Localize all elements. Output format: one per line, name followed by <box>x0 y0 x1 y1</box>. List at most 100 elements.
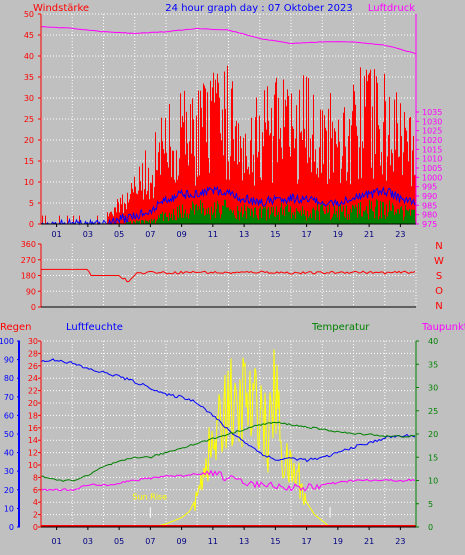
panel-wind-pressure: 0510152025303540455097598098599099510001… <box>24 3 443 239</box>
rain-tick-label: 22 <box>28 387 38 396</box>
rain-tick-label: 18 <box>28 411 38 420</box>
left-tick-label: 20 <box>24 136 34 145</box>
left-tick-label: 0 <box>31 303 36 312</box>
right-tick-label: 990 <box>422 192 437 201</box>
left-tick-label: 270 <box>21 256 36 265</box>
direction-label: W <box>434 256 444 267</box>
panel-rain-humidity-temperature: 0102030405060708090100024681012141618202… <box>0 322 465 546</box>
rain-tick-label: 0 <box>33 523 38 532</box>
right-tick-label: 1030 <box>422 117 442 126</box>
temperature-tick-label: 35 <box>428 360 438 369</box>
rain-tick-label: 24 <box>28 374 38 383</box>
rain-tick-label: 20 <box>28 399 38 408</box>
x-tick-label: 23 <box>395 537 405 546</box>
humidity-series <box>40 358 416 463</box>
left-tick-label: 180 <box>21 272 36 281</box>
humidity-tick-label: 90 <box>4 356 14 365</box>
humidity-tick-label: 50 <box>4 430 14 439</box>
direction-label: N <box>435 301 442 312</box>
chart-title: 24 hour graph day : 07 Oktober 2023 <box>165 3 352 14</box>
right-tick-label: 985 <box>422 201 437 210</box>
left-tick-label: 25 <box>24 115 34 124</box>
right-axis-label: Luftdruck <box>368 3 415 14</box>
temperature-tick-label: 25 <box>428 407 438 416</box>
humidity-tick-label: 80 <box>4 374 14 383</box>
direction-series <box>41 268 416 283</box>
axes: 0102030405060708090100024681012141618202… <box>0 337 438 546</box>
x-tick-label: 17 <box>302 230 312 239</box>
x-tick-label: 15 <box>270 230 280 239</box>
humidity-tick-label: 10 <box>4 504 14 513</box>
rain-tick-label: 2 <box>33 511 38 520</box>
pressure-series <box>40 26 417 55</box>
left-tick-label: 45 <box>24 31 34 40</box>
left-tick-label: 360 <box>21 240 36 249</box>
x-tick-label: 11 <box>208 230 218 239</box>
direction-label: O <box>435 286 443 297</box>
axes: 0510152025303540455097598098599099510001… <box>24 10 443 239</box>
x-tick-label: 01 <box>52 230 62 239</box>
rain-label: Regen <box>0 322 32 333</box>
series-layer <box>40 349 416 528</box>
humidity-tick-label: 30 <box>4 467 14 476</box>
right-tick-label: 995 <box>422 183 437 192</box>
rain-tick-label: 4 <box>33 498 38 507</box>
x-tick-label: 13 <box>239 230 249 239</box>
sunrise-label: Sun Rise <box>132 493 167 502</box>
x-tick-label: 21 <box>364 537 374 546</box>
x-tick-label: 17 <box>302 537 312 546</box>
left-tick-label: 30 <box>24 94 34 103</box>
rain-tick-label: 10 <box>28 461 38 470</box>
humidity-tick-label: 40 <box>4 449 14 458</box>
rain-tick-label: 14 <box>28 436 38 445</box>
temperature-tick-label: 30 <box>428 384 438 393</box>
left-tick-label: 35 <box>24 73 34 82</box>
humidity-tick-label: 100 <box>0 337 14 346</box>
left-tick-label: 5 <box>29 199 34 208</box>
humidity-tick-label: 70 <box>4 393 14 402</box>
series-layer <box>40 26 417 226</box>
humidity-tick-label: 0 <box>9 523 14 532</box>
right-tick-label: 1010 <box>422 155 442 164</box>
x-tick-label: 09 <box>177 537 187 546</box>
direction-label: N <box>435 241 442 252</box>
wind-series <box>126 199 416 224</box>
temperature-tick-label: 5 <box>428 500 433 509</box>
right-tick-label: 1020 <box>422 136 442 145</box>
left-tick-label: 50 <box>24 10 34 19</box>
rain-tick-label: 16 <box>28 424 38 433</box>
series-layer <box>41 268 416 283</box>
x-tick-label: 23 <box>395 230 405 239</box>
left-tick-label: 0 <box>29 220 34 229</box>
x-tick-label: 07 <box>145 230 155 239</box>
rain-tick-label: 12 <box>28 449 38 458</box>
grid <box>40 244 417 307</box>
temperature-series <box>40 421 416 482</box>
left-axis-label: Windstärke <box>33 3 89 14</box>
right-tick-label: 975 <box>422 220 437 229</box>
x-tick-label: 03 <box>83 230 93 239</box>
temperature-label: Temperatur <box>311 322 370 333</box>
gust-series <box>42 65 416 224</box>
x-tick-label: 05 <box>114 230 124 239</box>
temperature-tick-label: 20 <box>428 430 438 439</box>
humidity-tick-label: 60 <box>4 411 14 420</box>
x-tick-label: 19 <box>333 537 343 546</box>
rain-tick-label: 28 <box>28 349 38 358</box>
direction-label: S <box>436 271 442 282</box>
x-tick-label: 01 <box>52 537 62 546</box>
right-tick-label: 1025 <box>422 127 442 136</box>
left-tick-label: 40 <box>24 52 34 61</box>
right-tick-label: 980 <box>422 211 437 220</box>
right-tick-label: 1015 <box>422 145 442 154</box>
humidity-label: Luftfeuchte <box>66 322 123 333</box>
right-tick-label: 1000 <box>422 173 442 182</box>
x-tick-label: 13 <box>239 537 249 546</box>
x-tick-label: 21 <box>364 230 374 239</box>
dewpoint-series <box>40 469 416 492</box>
rain-tick-label: 26 <box>28 362 38 371</box>
x-tick-label: 19 <box>333 230 343 239</box>
